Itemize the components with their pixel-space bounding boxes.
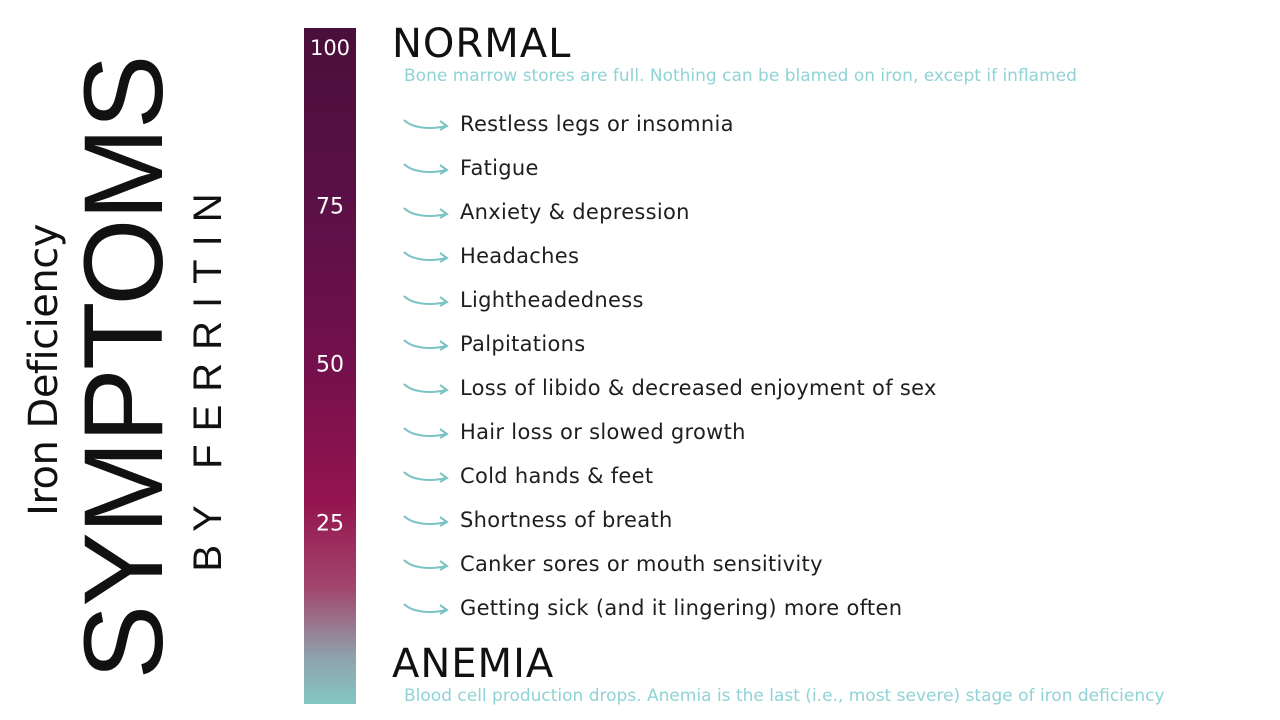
symptom-list: Restless legs or insomnia Fatigue Anxiet… (402, 102, 937, 630)
symptom-item: Canker sores or mouth sensitivity (402, 542, 937, 586)
symptom-label: Anxiety & depression (460, 200, 690, 224)
curved-arrow-icon (403, 383, 449, 395)
symptom-item: Getting sick (and it lingering) more oft… (402, 586, 937, 630)
symptom-label: Lightheadedness (460, 288, 644, 312)
symptom-item: Lightheadedness (402, 278, 937, 322)
curved-arrow-icon (403, 119, 449, 131)
normal-heading: NORMAL (392, 21, 572, 67)
symptom-label: Fatigue (460, 156, 539, 180)
symptom-label: Palpitations (460, 332, 586, 356)
symptom-item: Shortness of breath (402, 498, 937, 542)
anemia-description: Blood cell production drops. Anemia is t… (404, 686, 1165, 706)
symptom-label: Getting sick (and it lingering) more oft… (460, 596, 903, 620)
curved-arrow-icon (403, 603, 449, 615)
symptom-item: Anxiety & depression (402, 190, 937, 234)
symptom-label: Restless legs or insomnia (460, 112, 734, 136)
curved-arrow-icon (403, 339, 449, 351)
curved-arrow-icon (403, 471, 449, 483)
symptom-label: Loss of libido & decreased enjoyment of … (460, 376, 937, 400)
title-iron-deficiency: Iron Deficiency (21, 224, 67, 516)
curved-arrow-icon (403, 251, 449, 263)
curved-arrow-icon (403, 427, 449, 439)
symptom-label: Hair loss or slowed growth (460, 420, 746, 444)
scale-tick-75: 75 (316, 194, 344, 220)
ferritin-scale-bar: 100 75 50 25 (304, 28, 356, 704)
normal-description: Bone marrow stores are full. Nothing can… (404, 66, 1077, 86)
scale-tick-25: 25 (316, 511, 344, 537)
symptom-item: Palpitations (402, 322, 937, 366)
symptom-label: Canker sores or mouth sensitivity (460, 552, 823, 576)
symptom-label: Shortness of breath (460, 508, 673, 532)
curved-arrow-icon (403, 207, 449, 219)
anemia-heading: ANEMIA (392, 641, 555, 687)
scale-tick-50: 50 (316, 352, 344, 378)
symptom-item: Fatigue (402, 146, 937, 190)
scale-tick-100: 100 (309, 36, 351, 60)
title-by-ferritin: BY FERRITIN (186, 180, 230, 572)
symptom-label: Cold hands & feet (460, 464, 654, 488)
curved-arrow-icon (403, 559, 449, 571)
curved-arrow-icon (403, 515, 449, 527)
symptom-item: Hair loss or slowed growth (402, 410, 937, 454)
symptom-label: Headaches (460, 244, 580, 268)
curved-arrow-icon (403, 163, 449, 175)
title-symptoms: SYMPTOMS (61, 56, 186, 680)
symptom-item: Headaches (402, 234, 937, 278)
symptom-item: Restless legs or insomnia (402, 102, 937, 146)
curved-arrow-icon (403, 295, 449, 307)
symptom-item: Cold hands & feet (402, 454, 937, 498)
symptom-item: Loss of libido & decreased enjoyment of … (402, 366, 937, 410)
